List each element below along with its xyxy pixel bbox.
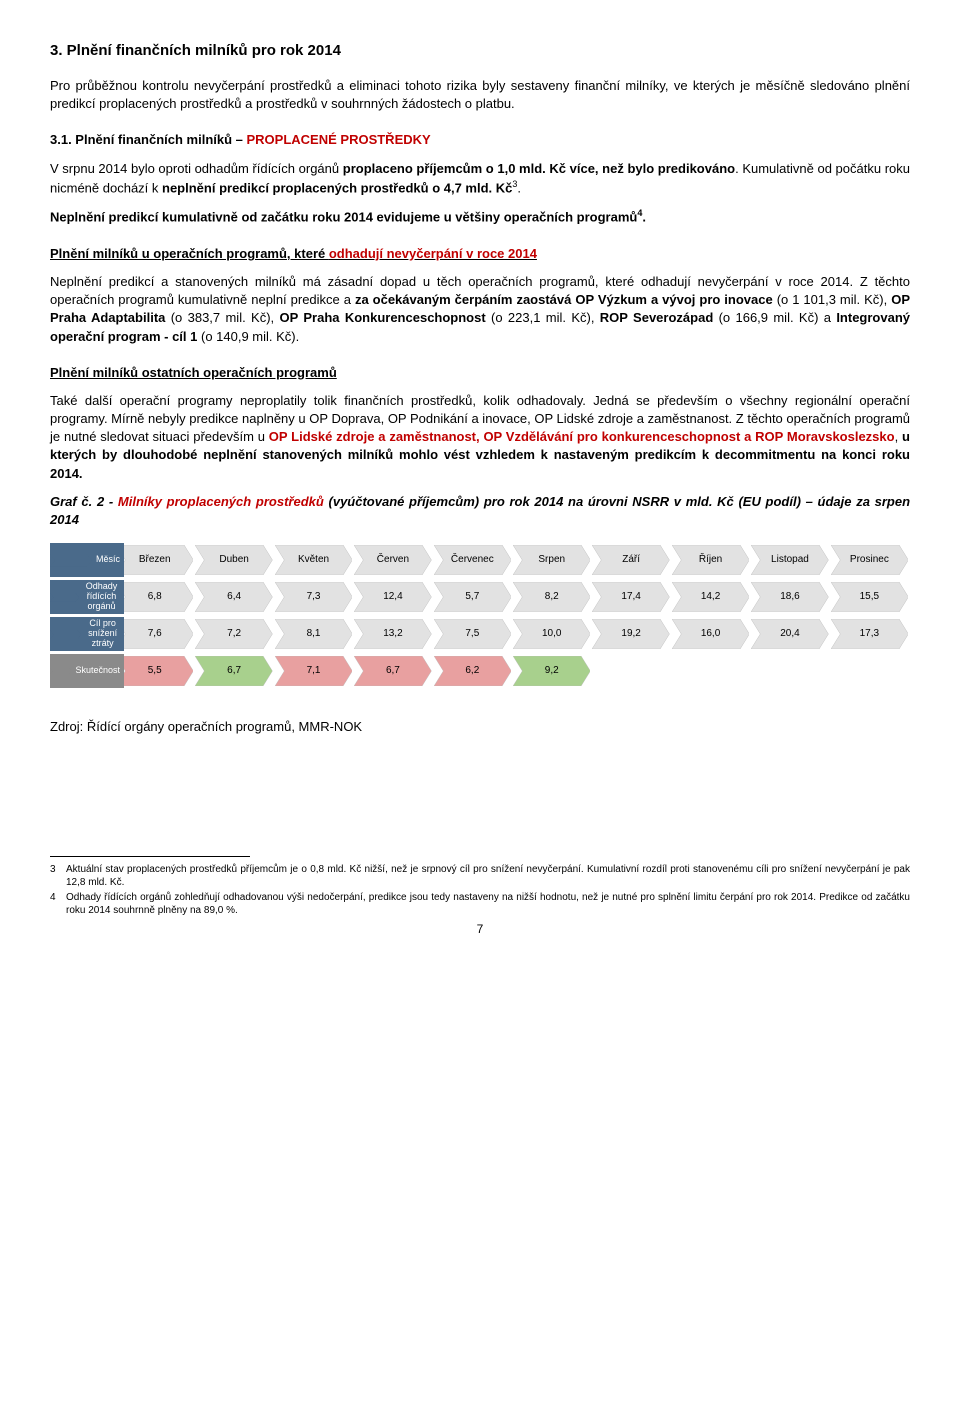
flow-cell: 12,4 — [354, 582, 431, 612]
flow-cell: 7,6 — [116, 619, 193, 649]
fn3-num: 3 — [50, 863, 66, 889]
fn4-text: Odhady řídících orgánů zohledňují odhado… — [66, 891, 910, 917]
p4c: (o 1 101,3 mil. Kč), — [773, 292, 891, 307]
flow-cell — [672, 656, 749, 686]
flow-cell: 20,4 — [751, 619, 828, 649]
p3a: Neplnění predikcí kumulativně od začátku… — [50, 210, 637, 225]
graf-caption: Graf č. 2 - Milníky proplacených prostře… — [50, 493, 910, 529]
p4i: (o 166,9 mil. Kč) a — [713, 310, 836, 325]
milestone-flowchart: MěsícBřezenDubenKvětenČervenČervenecSrpe… — [50, 543, 910, 688]
hp-b: odhadují nevyčerpání v roce 2014 — [329, 246, 537, 261]
flow-row-label: Odhady řídících orgánů — [50, 580, 124, 614]
flow-cell — [592, 656, 669, 686]
p4k: (o 140,9 mil. Kč). — [197, 329, 299, 344]
flow-cell: 13,2 — [354, 619, 431, 649]
flow-cell: 17,4 — [592, 582, 669, 612]
flow-row-label: Cíl pro snížení ztráty — [50, 617, 124, 651]
heading-plneni: Plnění milníků u operačních programů, kt… — [50, 245, 910, 263]
flow-cell: 14,2 — [672, 582, 749, 612]
flow-cell — [831, 656, 908, 686]
flow-cells: 6,86,47,312,45,78,217,414,218,615,5 — [116, 582, 910, 612]
para-intro: Pro průběžnou kontrolu nevyčerpání prost… — [50, 77, 910, 113]
flow-row: Cíl pro snížení ztráty7,67,28,113,27,510… — [50, 617, 910, 651]
p4h: ROP Severozápad — [600, 310, 713, 325]
heading-ostatni: Plnění milníků ostatních operačních prog… — [50, 364, 910, 382]
flow-cell: Srpen — [513, 545, 590, 575]
flow-cell: Říjen — [672, 545, 749, 575]
flow-cell: Červen — [354, 545, 431, 575]
flow-cell: 18,6 — [751, 582, 828, 612]
flow-cell: 6,7 — [354, 656, 431, 686]
source-line: Zdroj: Řídící orgány operačních programů… — [50, 718, 910, 736]
flow-cell: Září — [592, 545, 669, 575]
flow-cell: 6,4 — [195, 582, 272, 612]
page-number: 7 — [50, 921, 910, 938]
para-4: Neplnění predikcí a stanovených milníků … — [50, 273, 910, 346]
flow-cell: 7,1 — [275, 656, 352, 686]
flow-cell: 7,2 — [195, 619, 272, 649]
flow-cell: 16,0 — [672, 619, 749, 649]
flow-cell — [751, 656, 828, 686]
flow-cell: 6,8 — [116, 582, 193, 612]
flow-cell: Květen — [275, 545, 352, 575]
p5c: , — [895, 429, 902, 444]
p5b: OP Lidské zdroje a zaměstnanost, OP Vzdě… — [269, 429, 895, 444]
heading-31: 3.1. Plnění finančních milníků – PROPLAC… — [50, 131, 910, 149]
flow-cell: 5,7 — [434, 582, 511, 612]
flow-row: Odhady řídících orgánů6,86,47,312,45,78,… — [50, 580, 910, 614]
p2b: proplaceno příjemcům o 1,0 mld. Kč více,… — [343, 161, 735, 176]
heading-main: 3. Plnění finančních milníků pro rok 201… — [50, 40, 910, 61]
flow-cell: 6,2 — [434, 656, 511, 686]
para-5: Také další operační programy neproplatil… — [50, 392, 910, 483]
footnotes: 3 Aktuální stav proplacených prostředků … — [50, 863, 910, 917]
flow-cell: Březen — [116, 545, 193, 575]
flow-cell: 7,3 — [275, 582, 352, 612]
hp-a: Plnění milníků u operačních programů, kt… — [50, 246, 329, 261]
p4b: za očekávaným čerpáním zaostává OP Výzku… — [355, 292, 773, 307]
flow-cell: 8,2 — [513, 582, 590, 612]
heading-31-red: PROPLACENÉ PROSTŘEDKY — [247, 132, 431, 147]
p4e: (o 383,7 mil. Kč), — [165, 310, 279, 325]
p2e: . — [517, 180, 521, 195]
fn4-num: 4 — [50, 891, 66, 917]
footnote-3: 3 Aktuální stav proplacených prostředků … — [50, 863, 910, 889]
flow-cell: 8,1 — [275, 619, 352, 649]
p4f: OP Praha Konkurenceschopnost — [279, 310, 485, 325]
flow-cell: Duben — [195, 545, 272, 575]
flow-cell: 6,7 — [195, 656, 272, 686]
gc-b: Milníky proplacených prostředků — [118, 494, 324, 509]
p3b: . — [642, 210, 646, 225]
footnote-divider — [50, 856, 250, 861]
flow-cell: 7,5 — [434, 619, 511, 649]
flow-cells: 7,67,28,113,27,510,019,216,020,417,3 — [116, 619, 910, 649]
para-3: Neplnění predikcí kumulativně od začátku… — [50, 207, 910, 227]
flow-row-label: Skutečnost — [50, 654, 124, 688]
flow-cell: 15,5 — [831, 582, 908, 612]
flow-cell: 17,3 — [831, 619, 908, 649]
flow-cell: 5,5 — [116, 656, 193, 686]
flow-cells: BřezenDubenKvětenČervenČervenecSrpenZáří… — [116, 545, 910, 575]
footnote-4: 4 Odhady řídících orgánů zohledňují odha… — [50, 891, 910, 917]
flow-row: MěsícBřezenDubenKvětenČervenČervenecSrpe… — [50, 543, 910, 577]
heading-31-prefix: 3.1. Plnění finančních milníků – — [50, 132, 247, 147]
flow-cells: 5,56,77,16,76,29,2 — [116, 656, 910, 686]
p2d: neplnění predikcí proplacených prostředk… — [162, 180, 512, 195]
flow-cell: 19,2 — [592, 619, 669, 649]
flow-cell: Prosinec — [831, 545, 908, 575]
p2a: V srpnu 2014 bylo oproti odhadům řídícíc… — [50, 161, 343, 176]
gc-a: Graf č. 2 - — [50, 494, 118, 509]
para-2: V srpnu 2014 bylo oproti odhadům řídícíc… — [50, 160, 910, 198]
flow-row-label: Měsíc — [50, 543, 124, 577]
flow-row: Skutečnost5,56,77,16,76,29,2 — [50, 654, 910, 688]
flow-cell: Listopad — [751, 545, 828, 575]
p4g: (o 223,1 mil. Kč), — [486, 310, 600, 325]
fn3-text: Aktuální stav proplacených prostředků př… — [66, 863, 910, 889]
flow-cell: 9,2 — [513, 656, 590, 686]
flow-cell: 10,0 — [513, 619, 590, 649]
flow-cell: Červenec — [434, 545, 511, 575]
